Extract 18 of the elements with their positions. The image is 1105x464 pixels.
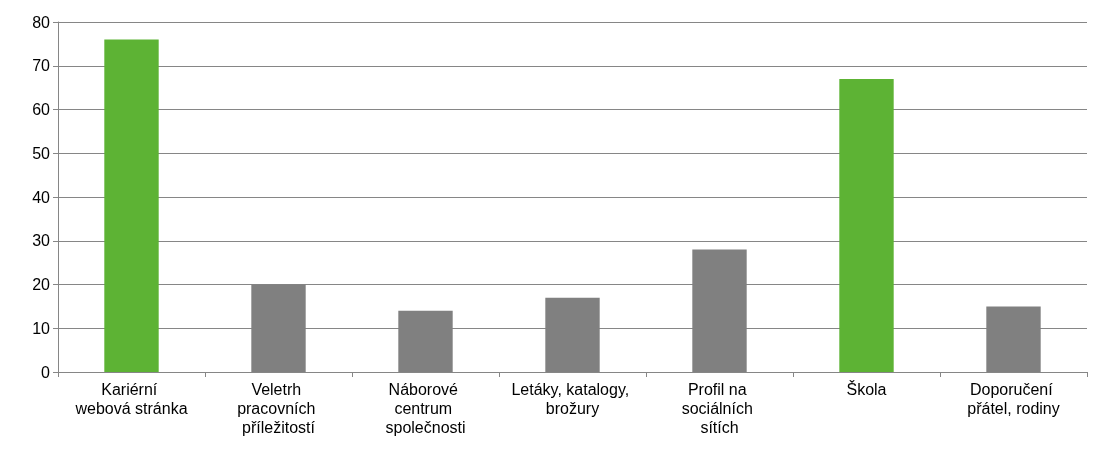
x-tick-label: Škola	[846, 380, 887, 398]
x-tick-label: Letáky, katalogy, brožury	[511, 381, 634, 417]
y-tick-label: 40	[32, 188, 51, 206]
y-tick-label: 20	[32, 276, 51, 293]
y-tick-label: 10	[32, 319, 51, 337]
y-tick-label: 0	[41, 363, 51, 381]
y-tick-label: 80	[32, 13, 51, 31]
y-tick-label: 50	[32, 144, 51, 162]
x-tick-label: Kariérní webová stránka	[74, 381, 188, 417]
x-tick-label: Profil na sociálních sítích	[681, 381, 758, 436]
bar	[104, 39, 159, 372]
y-tick-label: 70	[32, 57, 51, 75]
x-tick-label: Doporučení přátel, rodiny	[967, 381, 1060, 417]
x-tick-label: Náborové centrum společnosti	[385, 381, 466, 436]
y-tick-label: 60	[32, 101, 51, 118]
y-tick-label: 30	[32, 232, 51, 250]
bar	[839, 78, 894, 372]
x-tick-label: Veletrh pracovních příležitostí	[237, 381, 320, 436]
